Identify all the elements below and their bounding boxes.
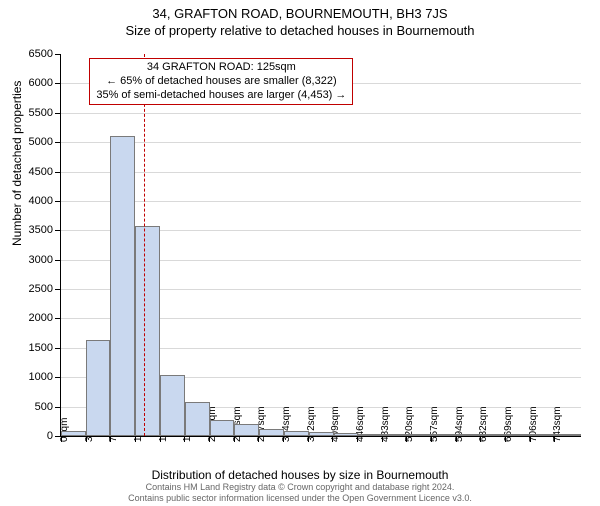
y-tick-label: 3000 (29, 254, 53, 266)
y-tick-label: 2000 (29, 312, 53, 324)
info-box-line2: ← 65% of detached houses are smaller (8,… (96, 75, 346, 89)
histogram-bar (408, 434, 433, 436)
y-tick-label: 4000 (29, 195, 53, 207)
y-tick-label: 6000 (29, 77, 53, 89)
y-tick (55, 230, 61, 231)
x-tick-label: 446sqm (355, 406, 366, 442)
y-tick (55, 172, 61, 173)
x-tick-label: 557sqm (429, 406, 440, 442)
histogram-bar (259, 429, 284, 436)
x-tick-label: 483sqm (380, 406, 391, 442)
histogram-bar (284, 431, 309, 436)
x-axis-title: Distribution of detached houses by size … (0, 468, 600, 482)
y-tick (55, 113, 61, 114)
histogram-bar (309, 432, 334, 436)
y-tick-label: 1000 (29, 371, 53, 383)
x-tick-label: 669sqm (503, 406, 514, 442)
histogram-bar (234, 424, 259, 436)
y-tick-label: 500 (35, 401, 53, 413)
x-tick-label: 706sqm (528, 406, 539, 442)
histogram-bar (334, 433, 359, 436)
y-tick (55, 260, 61, 261)
info-box: 34 GRAFTON ROAD: 125sqm← 65% of detached… (89, 58, 353, 105)
x-tick-label: 594sqm (454, 406, 465, 442)
histogram-bar (185, 402, 210, 436)
histogram-bar (160, 375, 185, 436)
y-tick-label: 0 (47, 430, 53, 442)
histogram-bar (556, 434, 581, 436)
gridline-h (61, 113, 581, 114)
histogram-bar (432, 434, 457, 436)
attribution-line2: Contains public sector information licen… (0, 493, 600, 504)
y-tick-label: 1500 (29, 342, 53, 354)
chart-title: 34, GRAFTON ROAD, BOURNEMOUTH, BH3 7JS (0, 6, 600, 21)
gridline-h (61, 201, 581, 202)
x-tick-label: 520sqm (404, 406, 415, 442)
chart-subtitle: Size of property relative to detached ho… (0, 23, 600, 38)
y-tick (55, 83, 61, 84)
histogram-bar (532, 434, 557, 436)
y-tick-label: 5500 (29, 107, 53, 119)
histogram-bar (457, 434, 482, 436)
histogram-bar (358, 434, 383, 436)
y-tick-label: 5000 (29, 136, 53, 148)
info-box-line3: 35% of semi-detached houses are larger (… (96, 89, 346, 103)
gridline-h (61, 142, 581, 143)
histogram-bar (210, 420, 235, 436)
marker-line (144, 54, 145, 436)
y-tick (55, 54, 61, 55)
x-tick-label: 334sqm (281, 406, 292, 442)
x-tick-label: 0sqm (59, 418, 70, 442)
x-tick-label: 372sqm (306, 406, 317, 442)
y-tick-label: 6500 (29, 48, 53, 60)
histogram-bar (86, 340, 111, 436)
y-tick-label: 2500 (29, 283, 53, 295)
info-box-line1: 34 GRAFTON ROAD: 125sqm (96, 61, 346, 75)
histogram-bar (61, 431, 86, 436)
histogram-bar (383, 434, 408, 436)
histogram-bar (110, 136, 135, 436)
x-tick-label: 409sqm (330, 406, 341, 442)
y-axis-title: Number of detached properties (10, 81, 24, 246)
histogram-bar (507, 434, 532, 436)
x-tick-label: 743sqm (552, 406, 563, 442)
y-tick (55, 142, 61, 143)
y-tick (55, 348, 61, 349)
histogram-bar (482, 434, 507, 436)
y-tick (55, 407, 61, 408)
y-tick (55, 201, 61, 202)
y-tick (55, 377, 61, 378)
plot-area: 0500100015002000250030003500400045005000… (60, 54, 581, 437)
gridline-h (61, 172, 581, 173)
y-tick (55, 318, 61, 319)
histogram-bar (135, 226, 160, 436)
y-tick-label: 4500 (29, 166, 53, 178)
attribution: Contains HM Land Registry data © Crown c… (0, 482, 600, 504)
x-tick-label: 632sqm (478, 406, 489, 442)
attribution-line1: Contains HM Land Registry data © Crown c… (0, 482, 600, 493)
y-tick-label: 3500 (29, 224, 53, 236)
y-tick (55, 289, 61, 290)
